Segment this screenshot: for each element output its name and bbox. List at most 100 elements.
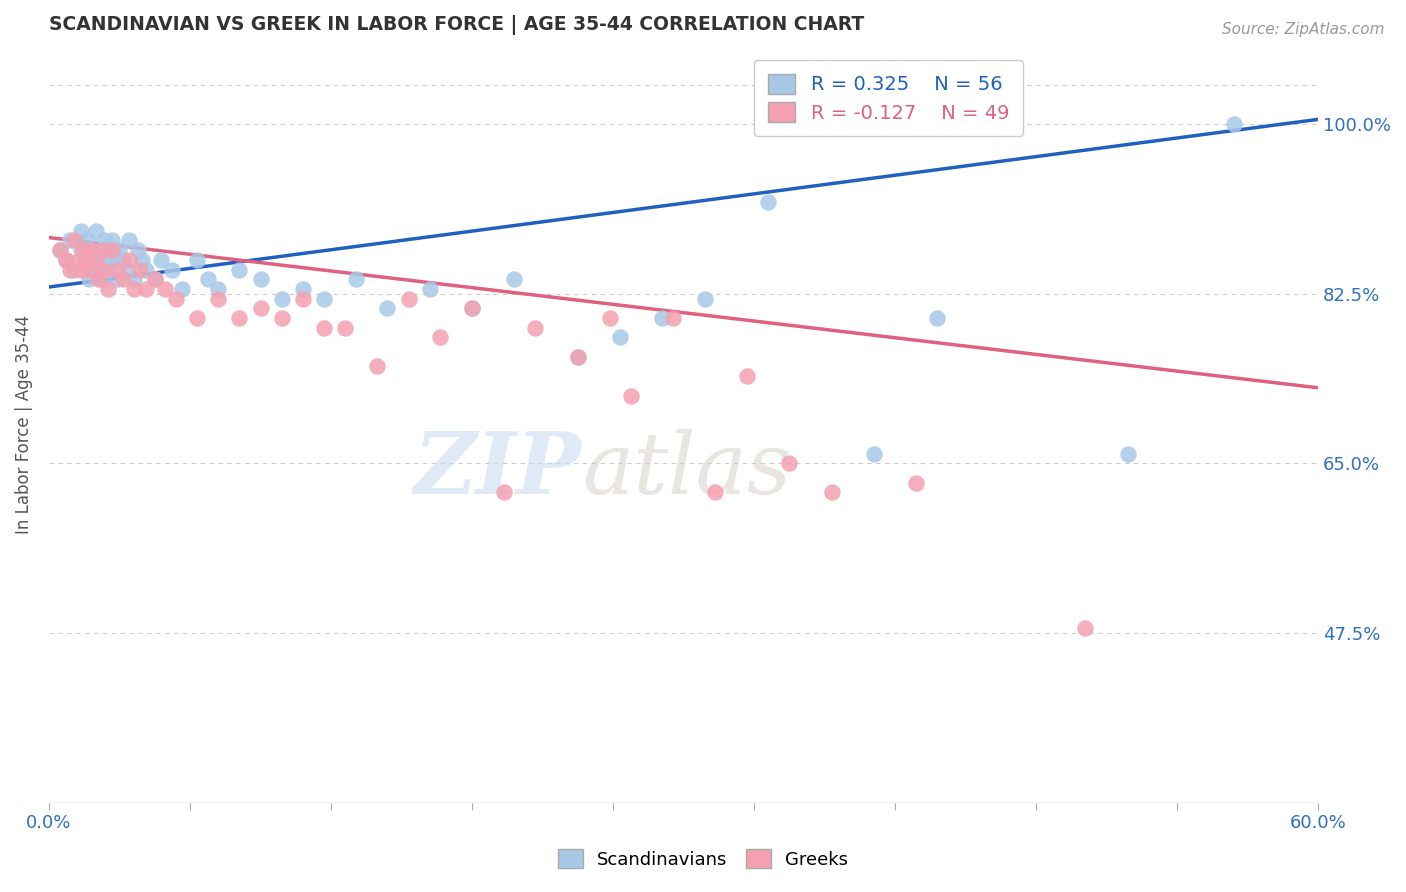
Point [103,252,125,267]
Text: atlas: atlas [582,429,792,511]
Point [693,292,716,306]
Point [86,252,108,267]
Point [1074,621,1097,635]
Point [186,311,208,326]
Point [55,252,77,267]
Point [89,243,111,257]
Point [77,262,100,277]
Point [94,252,117,267]
Point [249,301,271,316]
Point [48,243,70,257]
Point [69,224,91,238]
Point [115,262,138,277]
Point [270,292,292,306]
Text: Source: ZipAtlas.com: Source: ZipAtlas.com [1222,22,1385,37]
Y-axis label: In Labor Force | Age 35-44: In Labor Force | Age 35-44 [15,315,32,534]
Point [207,282,229,296]
Point [111,272,134,286]
Point [97,243,120,257]
Point [59,262,82,277]
Point [127,243,149,257]
Point [84,252,107,267]
Point [756,194,779,209]
Point [567,350,589,364]
Point [101,234,124,248]
Point [105,262,128,277]
Point [312,292,335,306]
Point [101,243,124,257]
Point [86,272,108,286]
Point [90,272,112,286]
Point [165,292,187,306]
Point [111,252,134,267]
Point [207,292,229,306]
Point [228,262,250,277]
Point [129,262,152,277]
Point [228,311,250,326]
Point [651,311,673,326]
Point [461,301,484,316]
Legend: R = 0.325    N = 56, R = -0.127    N = 49: R = 0.325 N = 56, R = -0.127 N = 49 [755,60,1022,136]
Point [312,320,335,334]
Point [105,272,128,286]
Point [48,243,70,257]
Point [143,272,166,286]
Point [398,292,420,306]
Point [150,252,173,267]
Point [249,272,271,286]
Point [662,311,685,326]
Point [524,320,547,334]
Point [609,330,631,344]
Point [77,272,100,286]
Point [1222,117,1244,131]
Point [80,243,103,257]
Point [160,262,183,277]
Point [186,252,208,267]
Point [704,485,727,500]
Point [93,234,115,248]
Point [419,282,441,296]
Point [69,243,91,257]
Point [820,485,842,500]
Point [118,252,141,267]
Point [80,243,103,257]
Point [122,272,145,286]
Point [82,262,104,277]
Point [73,252,96,267]
Point [291,282,314,296]
Point [131,252,153,267]
Point [143,272,166,286]
Point [778,457,800,471]
Point [84,224,107,238]
Point [1116,447,1139,461]
Point [67,252,90,267]
Point [63,234,86,248]
Point [567,350,589,364]
Point [155,282,177,296]
Point [72,243,94,257]
Point [69,262,91,277]
Text: SCANDINAVIAN VS GREEK IN LABOR FORCE | AGE 35-44 CORRELATION CHART: SCANDINAVIAN VS GREEK IN LABOR FORCE | A… [49,15,865,35]
Point [63,262,86,277]
Point [270,311,292,326]
Point [90,243,112,257]
Point [503,272,526,286]
Point [118,234,141,248]
Point [122,282,145,296]
Point [735,369,758,384]
Point [76,252,98,267]
Point [97,262,120,277]
Point [291,292,314,306]
Point [927,311,949,326]
Point [461,301,484,316]
Point [905,475,928,490]
Point [172,282,194,296]
Point [863,447,886,461]
Point [377,301,399,316]
Point [76,234,98,248]
Point [492,485,515,500]
Point [97,282,120,296]
Point [135,262,157,277]
Point [333,320,356,334]
Point [55,252,77,267]
